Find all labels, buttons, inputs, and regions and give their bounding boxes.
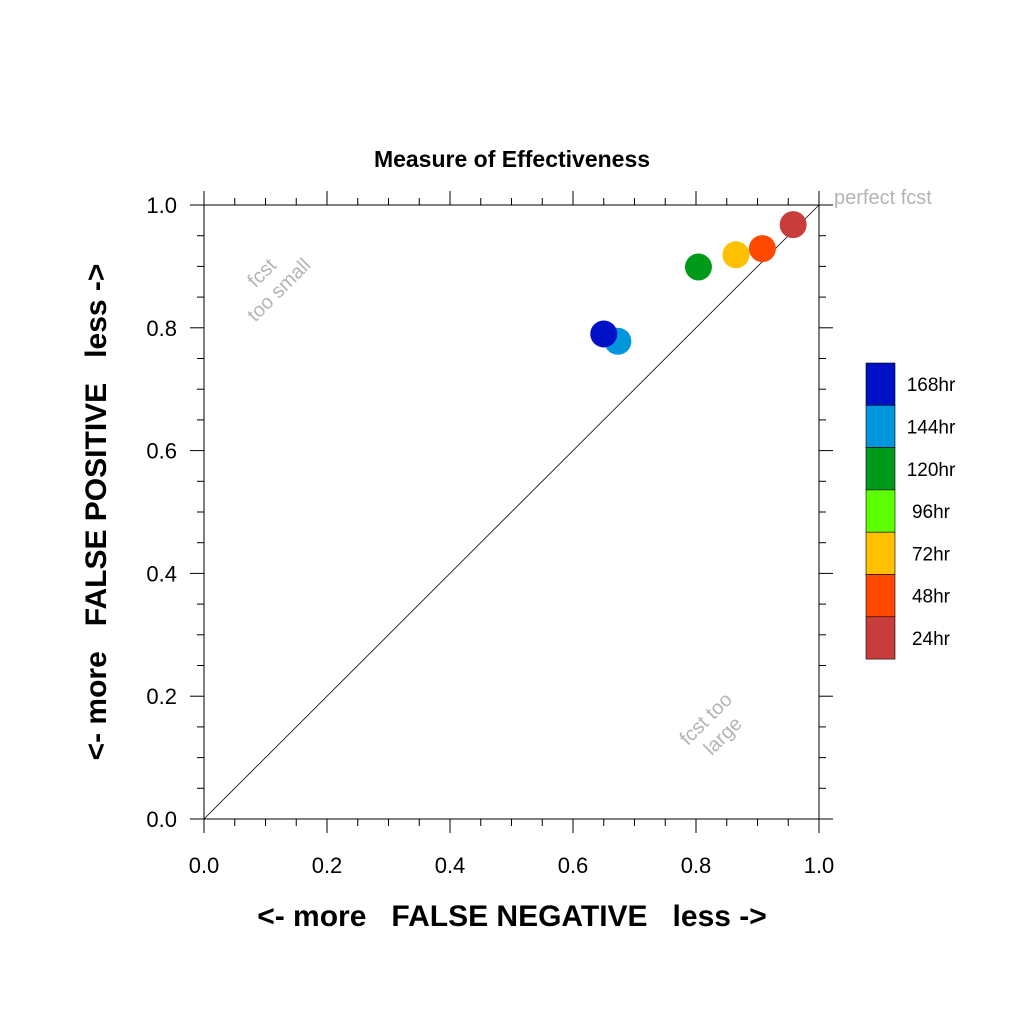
axis-ticks	[190, 191, 833, 833]
y-tick-label: 0.0	[146, 807, 177, 832]
y-tick-label: 0.8	[146, 316, 177, 341]
legend-swatch-72hr	[865, 531, 896, 575]
legend-label-120hr: 120hr	[907, 460, 956, 481]
point-24hr	[779, 211, 807, 239]
chart-title: Measure of Effectiveness	[374, 146, 650, 172]
point-48hr	[748, 235, 776, 263]
x-axis-label: <- more FALSE NEGATIVE less ->	[257, 900, 767, 933]
legend-label-72hr: 72hr	[912, 544, 951, 565]
y-tick-label: 0.6	[146, 439, 177, 464]
legend-swatch-96hr	[865, 489, 896, 533]
legend-label-24hr: 24hr	[912, 629, 951, 650]
legend-label-168hr: 168hr	[907, 375, 956, 396]
x-tick-label: 0.8	[681, 853, 712, 878]
y-axis-label: <- more FALSE POSITIVE less ->	[80, 264, 113, 761]
legend-swatch-168hr	[865, 362, 896, 406]
legend-label-48hr: 48hr	[912, 587, 951, 608]
point-168hr	[590, 320, 618, 348]
legend-label-144hr: 144hr	[907, 417, 956, 438]
legend-label-96hr: 96hr	[912, 502, 951, 523]
legend-swatch-48hr	[865, 574, 896, 618]
perfect-forecast-diagonal	[203, 204, 820, 820]
legend-swatch-120hr	[865, 447, 896, 491]
annotation-perfect-fcst: perfect fcst	[834, 187, 932, 209]
y-tick-label: 1.0	[146, 193, 177, 218]
x-tick-label: 0.6	[558, 853, 589, 878]
data-points	[590, 211, 807, 355]
legend-swatch-144hr	[865, 404, 896, 448]
x-tick-label: 0.4	[435, 853, 466, 878]
y-tick-label: 0.2	[146, 684, 177, 709]
legend: 168hr 144hr 120hr 96hr 72hr 48hr 24hr	[865, 362, 956, 660]
x-tick-label: 0.2	[312, 853, 343, 878]
axis-tick-labels: 0.0 0.2 0.4 0.6 0.8 1.0 0.0 0.2 0.4 0.6 0.8 1.0	[146, 193, 834, 878]
x-tick-label: 0.0	[189, 853, 220, 878]
y-tick-label: 0.4	[146, 561, 177, 586]
legend-swatch-24hr	[865, 616, 896, 660]
point-72hr	[722, 241, 750, 269]
x-tick-label: 1.0	[804, 853, 835, 878]
point-120hr	[684, 253, 712, 281]
